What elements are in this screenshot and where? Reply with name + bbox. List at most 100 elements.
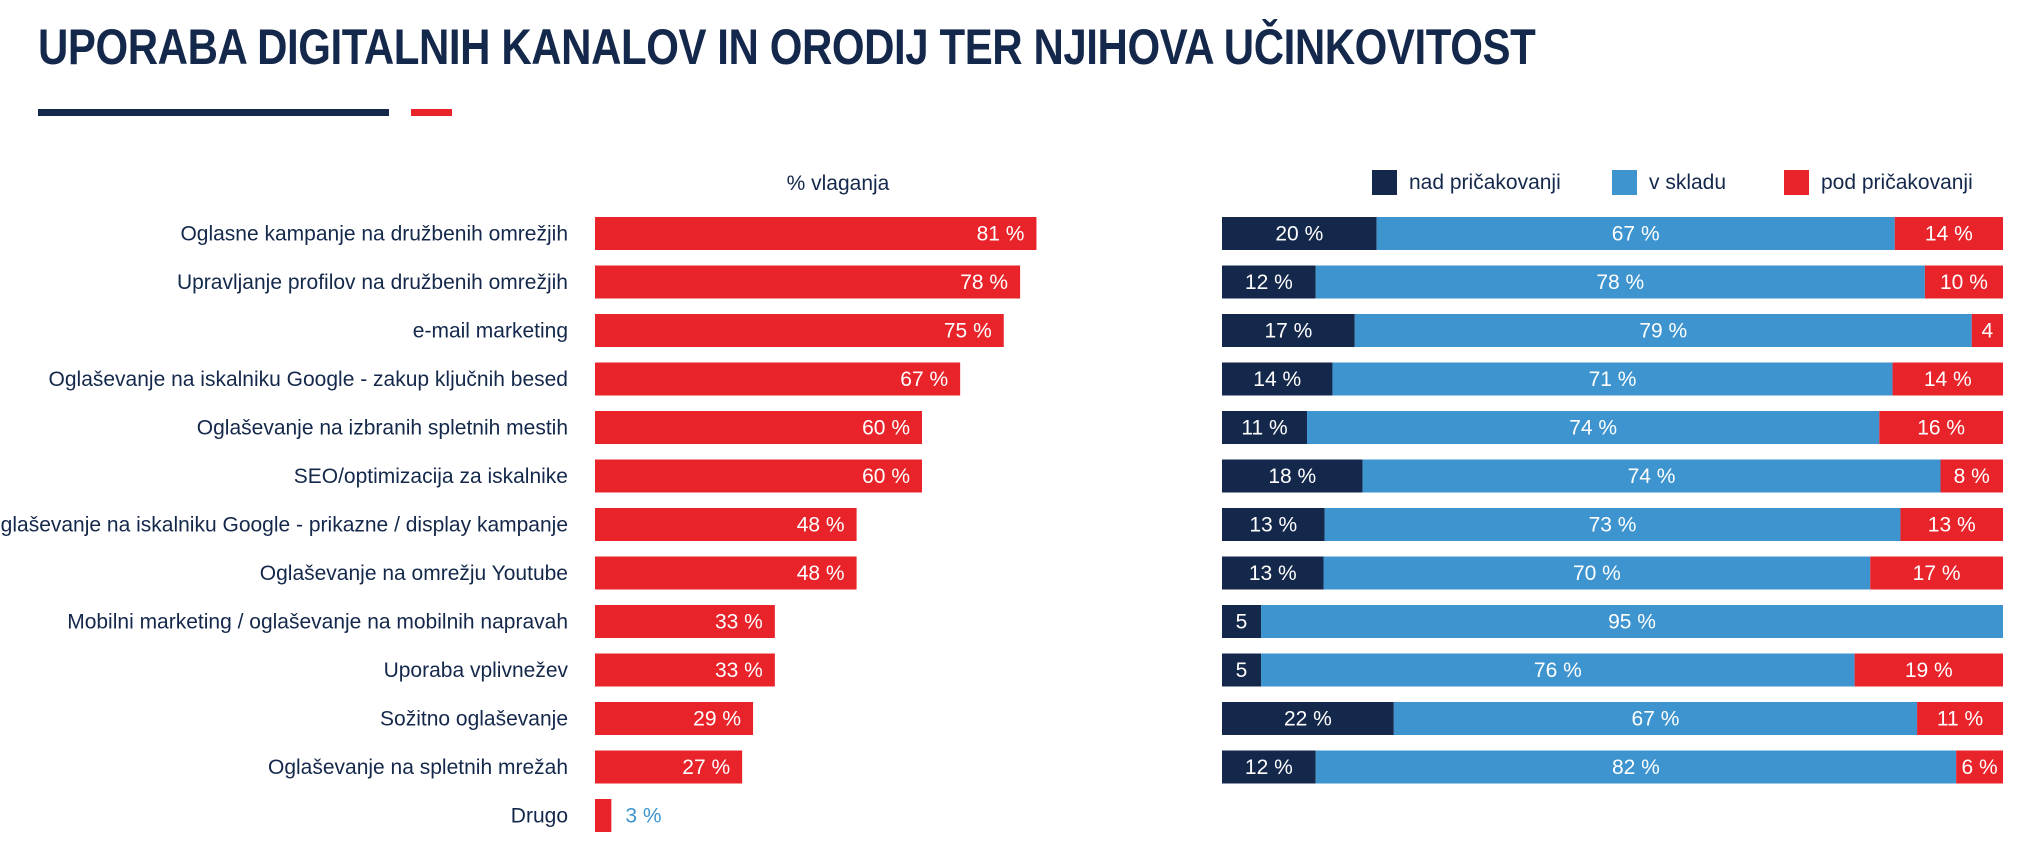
category-label: Oglaševanje na iskalniku Google - prikaz… (0, 514, 568, 537)
effectiveness-segment-label: 67 % (1612, 223, 1660, 246)
effectiveness-segment-above (1222, 411, 1308, 444)
effectiveness-segment-label: 10 % (1940, 271, 1988, 294)
effectiveness-segment-label: 13 % (1249, 514, 1297, 537)
investment-bar-label: 48 % (797, 514, 845, 537)
effectiveness-segment-label: 19 % (1905, 659, 1953, 682)
category-label: Oglasne kampanje na družbenih omrežjih (180, 223, 568, 246)
investment-bar (595, 508, 857, 541)
effectiveness-segment-inline (1354, 314, 1972, 347)
effectiveness-segment-label: 6 % (1961, 756, 1997, 779)
effectiveness-segment-below (1956, 750, 2003, 784)
effectiveness-segment-below (1894, 217, 2003, 250)
effectiveness-segment-below (1971, 314, 2003, 347)
effectiveness-segment-label: 11 % (1241, 417, 1287, 440)
investment-bar (595, 653, 775, 687)
category-label: Drugo (511, 805, 568, 828)
effectiveness-segment-label: 74 % (1628, 465, 1676, 488)
legend-item-below: pod pričakovanji (1784, 170, 1973, 195)
effectiveness-segment-above (1222, 217, 1377, 250)
effectiveness-segment-inline (1315, 750, 1957, 784)
legend-label-below: pod pričakovanji (1821, 170, 1973, 194)
category-label: Oglaševanje na iskalniku Google - zakup … (49, 368, 568, 391)
investment-bar-label: 67 % (900, 368, 948, 391)
investment-bar-label: 33 % (715, 611, 763, 634)
investment-bar (595, 702, 754, 735)
effectiveness-segment-inline (1332, 362, 1893, 396)
effectiveness-segment-inline (1324, 508, 1901, 541)
effectiveness-segment-below (1854, 653, 2003, 687)
investment-bar (595, 265, 1021, 299)
effectiveness-segment-inline (1393, 702, 1918, 735)
effectiveness-segment-inline (1261, 653, 1855, 687)
effectiveness-segment-label: 16 % (1917, 417, 1965, 440)
effectiveness-segment-inline (1323, 556, 1871, 590)
investment-bar (595, 556, 857, 590)
effectiveness-segment-label: 11 % (1937, 708, 1983, 731)
investment-bar-label: 75 % (944, 320, 992, 343)
legend-swatch-below (1784, 170, 1809, 195)
effectiveness-segment-label: 73 % (1589, 514, 1637, 537)
effectiveness-segment-label: 79 % (1639, 320, 1687, 343)
investment-bar (595, 411, 922, 444)
investment-bar (595, 314, 1004, 347)
category-label: Mobilni marketing / oglaševanje na mobil… (67, 611, 568, 634)
investment-bar-label: 60 % (862, 417, 910, 440)
effectiveness-segment-above (1222, 750, 1316, 784)
effectiveness-segment-inline (1376, 217, 1895, 250)
legend-item-inline: v skladu (1612, 170, 1726, 195)
investment-bar-label: 33 % (715, 659, 763, 682)
effectiveness-segment-inline (1315, 265, 1925, 299)
investment-bar-label: 81 % (977, 223, 1025, 246)
category-label: Uporaba vplivnežev (384, 659, 569, 682)
category-label: SEO/optimizacija za iskalnike (294, 465, 568, 488)
legend-label-inline: v skladu (1649, 170, 1727, 194)
effectiveness-segment-label: 8 % (1954, 465, 1990, 488)
effectiveness-segment-below (1917, 702, 2003, 735)
effectiveness-segment-label: 14 % (1924, 368, 1972, 391)
effectiveness-segment-label: 17 % (1264, 320, 1312, 343)
investment-bar (595, 362, 961, 396)
effectiveness-segment-label: 78 % (1596, 271, 1644, 294)
effectiveness-segment-label: 12 % (1245, 271, 1293, 294)
legend-item-above: nad pričakovanji (1372, 170, 1561, 195)
investment-bar-label: 29 % (693, 708, 741, 731)
title-underline-red (411, 109, 452, 116)
effectiveness-segment-label: 82 % (1612, 756, 1660, 779)
category-label: Oglaševanje na omrežju Youtube (260, 562, 568, 585)
effectiveness-segment-label: 5 (1236, 659, 1248, 682)
legend-swatch-inline (1612, 170, 1637, 195)
category-label: Sožitno oglaševanje (380, 708, 568, 731)
effectiveness-segment-label: 14 % (1925, 223, 1973, 246)
effectiveness-segment-label: 20 % (1275, 223, 1323, 246)
effectiveness-segment-above (1222, 314, 1355, 347)
category-label: Oglaševanje na spletnih mrežah (268, 756, 568, 779)
effectiveness-segment-label: 95 % (1608, 611, 1656, 634)
effectiveness-segment-above (1222, 702, 1394, 735)
investment-bar-label: 27 % (682, 756, 730, 779)
investment-chart-header: % vlaganja (786, 172, 890, 195)
effectiveness-segment-above (1222, 362, 1333, 396)
effectiveness-segment-below (1924, 265, 2003, 299)
title-underline-navy (38, 109, 389, 116)
investment-bar (595, 799, 612, 832)
category-label: Upravljanje profilov na družbenih omrežj… (177, 271, 568, 294)
effectiveness-segment-above (1222, 605, 1262, 638)
category-label: e-mail marketing (413, 320, 568, 343)
effectiveness-segment-above (1222, 265, 1316, 299)
effectiveness-segment-below (1879, 411, 2003, 444)
effectiveness-segment-label: 17 % (1913, 562, 1961, 585)
effectiveness-segment-label: 70 % (1573, 562, 1621, 585)
effectiveness-segment-below (1900, 508, 2003, 541)
investment-bar-label: 48 % (797, 562, 845, 585)
page-title: UPORABA DIGITALNIH KANALOV IN ORODIJ TER… (38, 19, 1536, 75)
effectiveness-segment-inline (1307, 411, 1880, 444)
investment-bar (595, 605, 775, 638)
effectiveness-segment-label: 13 % (1249, 562, 1297, 585)
effectiveness-segment-label: 18 % (1268, 465, 1316, 488)
investment-bar (595, 750, 743, 784)
effectiveness-segment-label: 14 % (1253, 368, 1301, 391)
category-label: Oglaševanje na izbranih spletnih mestih (197, 417, 568, 440)
effectiveness-segment-label: 76 % (1534, 659, 1582, 682)
effectiveness-segment-label: 22 % (1284, 708, 1332, 731)
investment-bar-label: 78 % (960, 271, 1008, 294)
